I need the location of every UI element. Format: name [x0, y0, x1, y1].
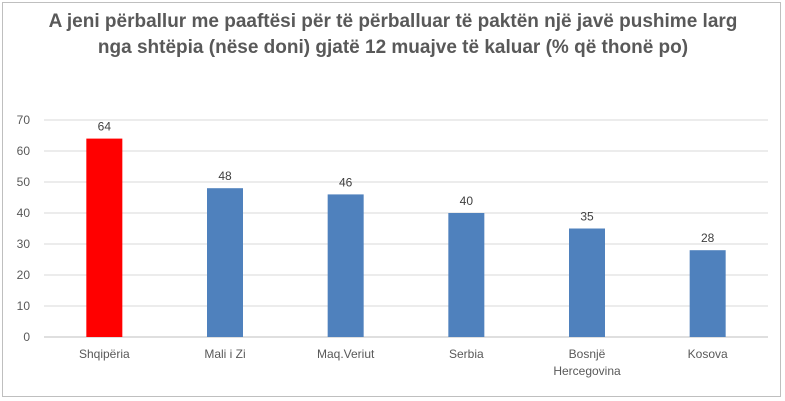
data-label: 46 — [339, 175, 353, 189]
data-label: 40 — [460, 194, 474, 208]
chart-title: A jeni përballur me paaftësi për të përb… — [48, 11, 738, 58]
x-tick-label: Bosnjë Hercegovina — [553, 347, 621, 378]
data-label: 28 — [701, 231, 715, 245]
data-label: 48 — [218, 169, 232, 183]
y-tick-label: 60 — [17, 144, 31, 158]
chart-frame: A jeni përballur me paaftësi për të përb… — [2, 2, 781, 397]
y-tick-label: 50 — [17, 175, 31, 189]
y-tick-label: 40 — [17, 206, 31, 220]
y-tick-label: 0 — [23, 330, 30, 344]
x-tick-label: Shqipëria — [79, 347, 130, 361]
bar — [448, 213, 485, 337]
x-tick-label: Kosova — [688, 347, 728, 361]
bar — [207, 188, 243, 337]
bar — [569, 228, 605, 337]
x-tick-label: Serbia — [449, 347, 484, 361]
y-tick-label: 30 — [17, 237, 31, 251]
bar — [86, 138, 123, 337]
x-tick-label: Maq.Veriut — [317, 347, 375, 361]
y-tick-label: 70 — [17, 113, 31, 127]
y-tick-label: 20 — [17, 268, 31, 282]
data-label: 64 — [98, 120, 112, 134]
x-tick-label: Mali i Zi — [204, 347, 245, 361]
y-tick-label: 10 — [17, 299, 31, 313]
data-label: 35 — [580, 210, 594, 224]
bar — [689, 250, 726, 337]
bar — [327, 194, 364, 337]
